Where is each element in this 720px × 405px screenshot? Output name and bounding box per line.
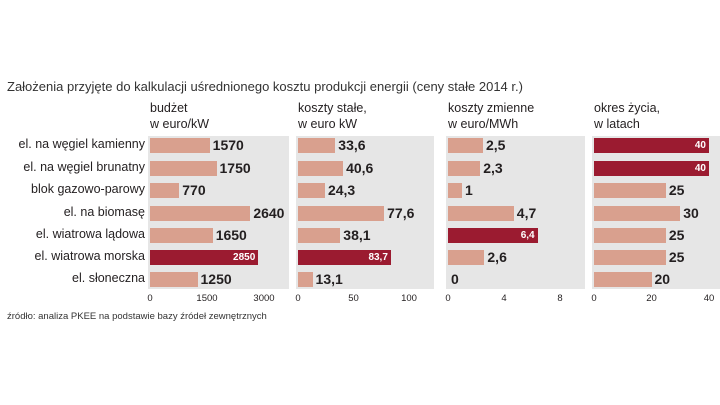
panel-header: okres życia, [594, 101, 660, 115]
value-label: 40 [694, 163, 706, 174]
bar [298, 272, 313, 287]
axis-tick-label: 20 [646, 293, 657, 304]
value-label: 2,6 [487, 249, 507, 265]
axis-tick-label: 50 [348, 293, 359, 304]
axis-tick-label: 40 [703, 293, 715, 304]
axis-tick-label: 4 [501, 293, 507, 304]
panel-header: koszty stałe, [298, 101, 367, 115]
value-label: 20 [654, 271, 671, 287]
value-label: 2,5 [486, 137, 506, 153]
axis-tick-label: 3000 [253, 293, 275, 304]
value-label: 30 [683, 205, 699, 221]
value-label: 6,4 [520, 230, 535, 241]
panel-header: budżet [150, 101, 188, 115]
bar [298, 138, 336, 153]
row-label: el. na węgiel kamienny [18, 137, 145, 151]
row-label: el. na biomasę [63, 205, 145, 219]
axis-tick-label: 0 [295, 293, 301, 304]
axis-tick-label: 0 [591, 293, 597, 304]
bar [150, 138, 210, 153]
value-label: 40,6 [346, 160, 374, 176]
bar [150, 272, 198, 287]
value-label: 40 [694, 140, 706, 151]
bar [150, 250, 259, 265]
bar [298, 250, 391, 265]
row-label: el. wiatrowa morska [34, 249, 145, 263]
value-label: 1750 [219, 160, 251, 176]
value-label: 2640 [253, 205, 285, 221]
value-label: 2850 [233, 252, 256, 263]
value-label: 38,1 [343, 227, 371, 243]
value-label: 4,7 [516, 205, 537, 221]
value-label: 24,3 [327, 182, 356, 198]
value-label: 1250 [200, 271, 232, 287]
value-label: 2,3 [483, 160, 503, 176]
value-label: 25 [668, 227, 685, 243]
value-label: 13,1 [315, 271, 343, 287]
axis-tick-label: 8 [557, 293, 563, 304]
axis-tick-label: 100 [401, 293, 417, 304]
bar [448, 250, 485, 265]
bar [150, 161, 217, 176]
axis-tick-label: 0 [445, 293, 451, 304]
source-note: źródło: analiza PKEE na podstawie bazy ź… [7, 311, 267, 322]
chart-title: Założenia przyjęte do kalkulacji uśredni… [7, 79, 523, 94]
value-label: 77,6 [387, 205, 415, 221]
bar [448, 138, 483, 153]
bar [594, 138, 709, 153]
bar [594, 228, 666, 243]
value-label: 1650 [215, 227, 247, 243]
value-label: 770 [182, 182, 206, 198]
row-label: blok gazowo-parowy [31, 182, 145, 196]
bar [594, 250, 666, 265]
value-label: 25 [668, 249, 685, 265]
bar [298, 228, 341, 243]
value-label: 1570 [212, 137, 244, 153]
value-label: 0 [451, 271, 459, 287]
row-label: el. wiatrowa lądowa [35, 227, 145, 241]
bar [150, 183, 180, 198]
value-label: 33,6 [338, 137, 366, 153]
bar [594, 183, 666, 198]
bar [448, 161, 481, 176]
value-label: 83,7 [368, 252, 388, 263]
bar [448, 228, 538, 243]
panel-header: w euro kW [298, 117, 358, 131]
bar [298, 206, 385, 221]
bar [150, 228, 213, 243]
axis-tick-label: 0 [147, 293, 153, 304]
panel-header: w latach [594, 117, 640, 131]
bar [594, 161, 709, 176]
bar [448, 183, 462, 198]
axis-tick-label: 1500 [196, 293, 218, 304]
bar [298, 161, 344, 176]
bar [150, 206, 251, 221]
bar [298, 183, 325, 198]
panel-header: w euro/MWh [448, 117, 519, 131]
bar [594, 272, 652, 287]
row-label: el. na węgiel brunatny [23, 160, 145, 174]
value-label: 1 [465, 182, 473, 198]
bar [448, 206, 514, 221]
panel-header: koszty zmienne [448, 101, 535, 115]
bar [594, 206, 681, 221]
value-label: 25 [668, 182, 685, 198]
row-label: el. słoneczna [72, 271, 145, 285]
panel-header: w euro/kW [150, 117, 210, 131]
